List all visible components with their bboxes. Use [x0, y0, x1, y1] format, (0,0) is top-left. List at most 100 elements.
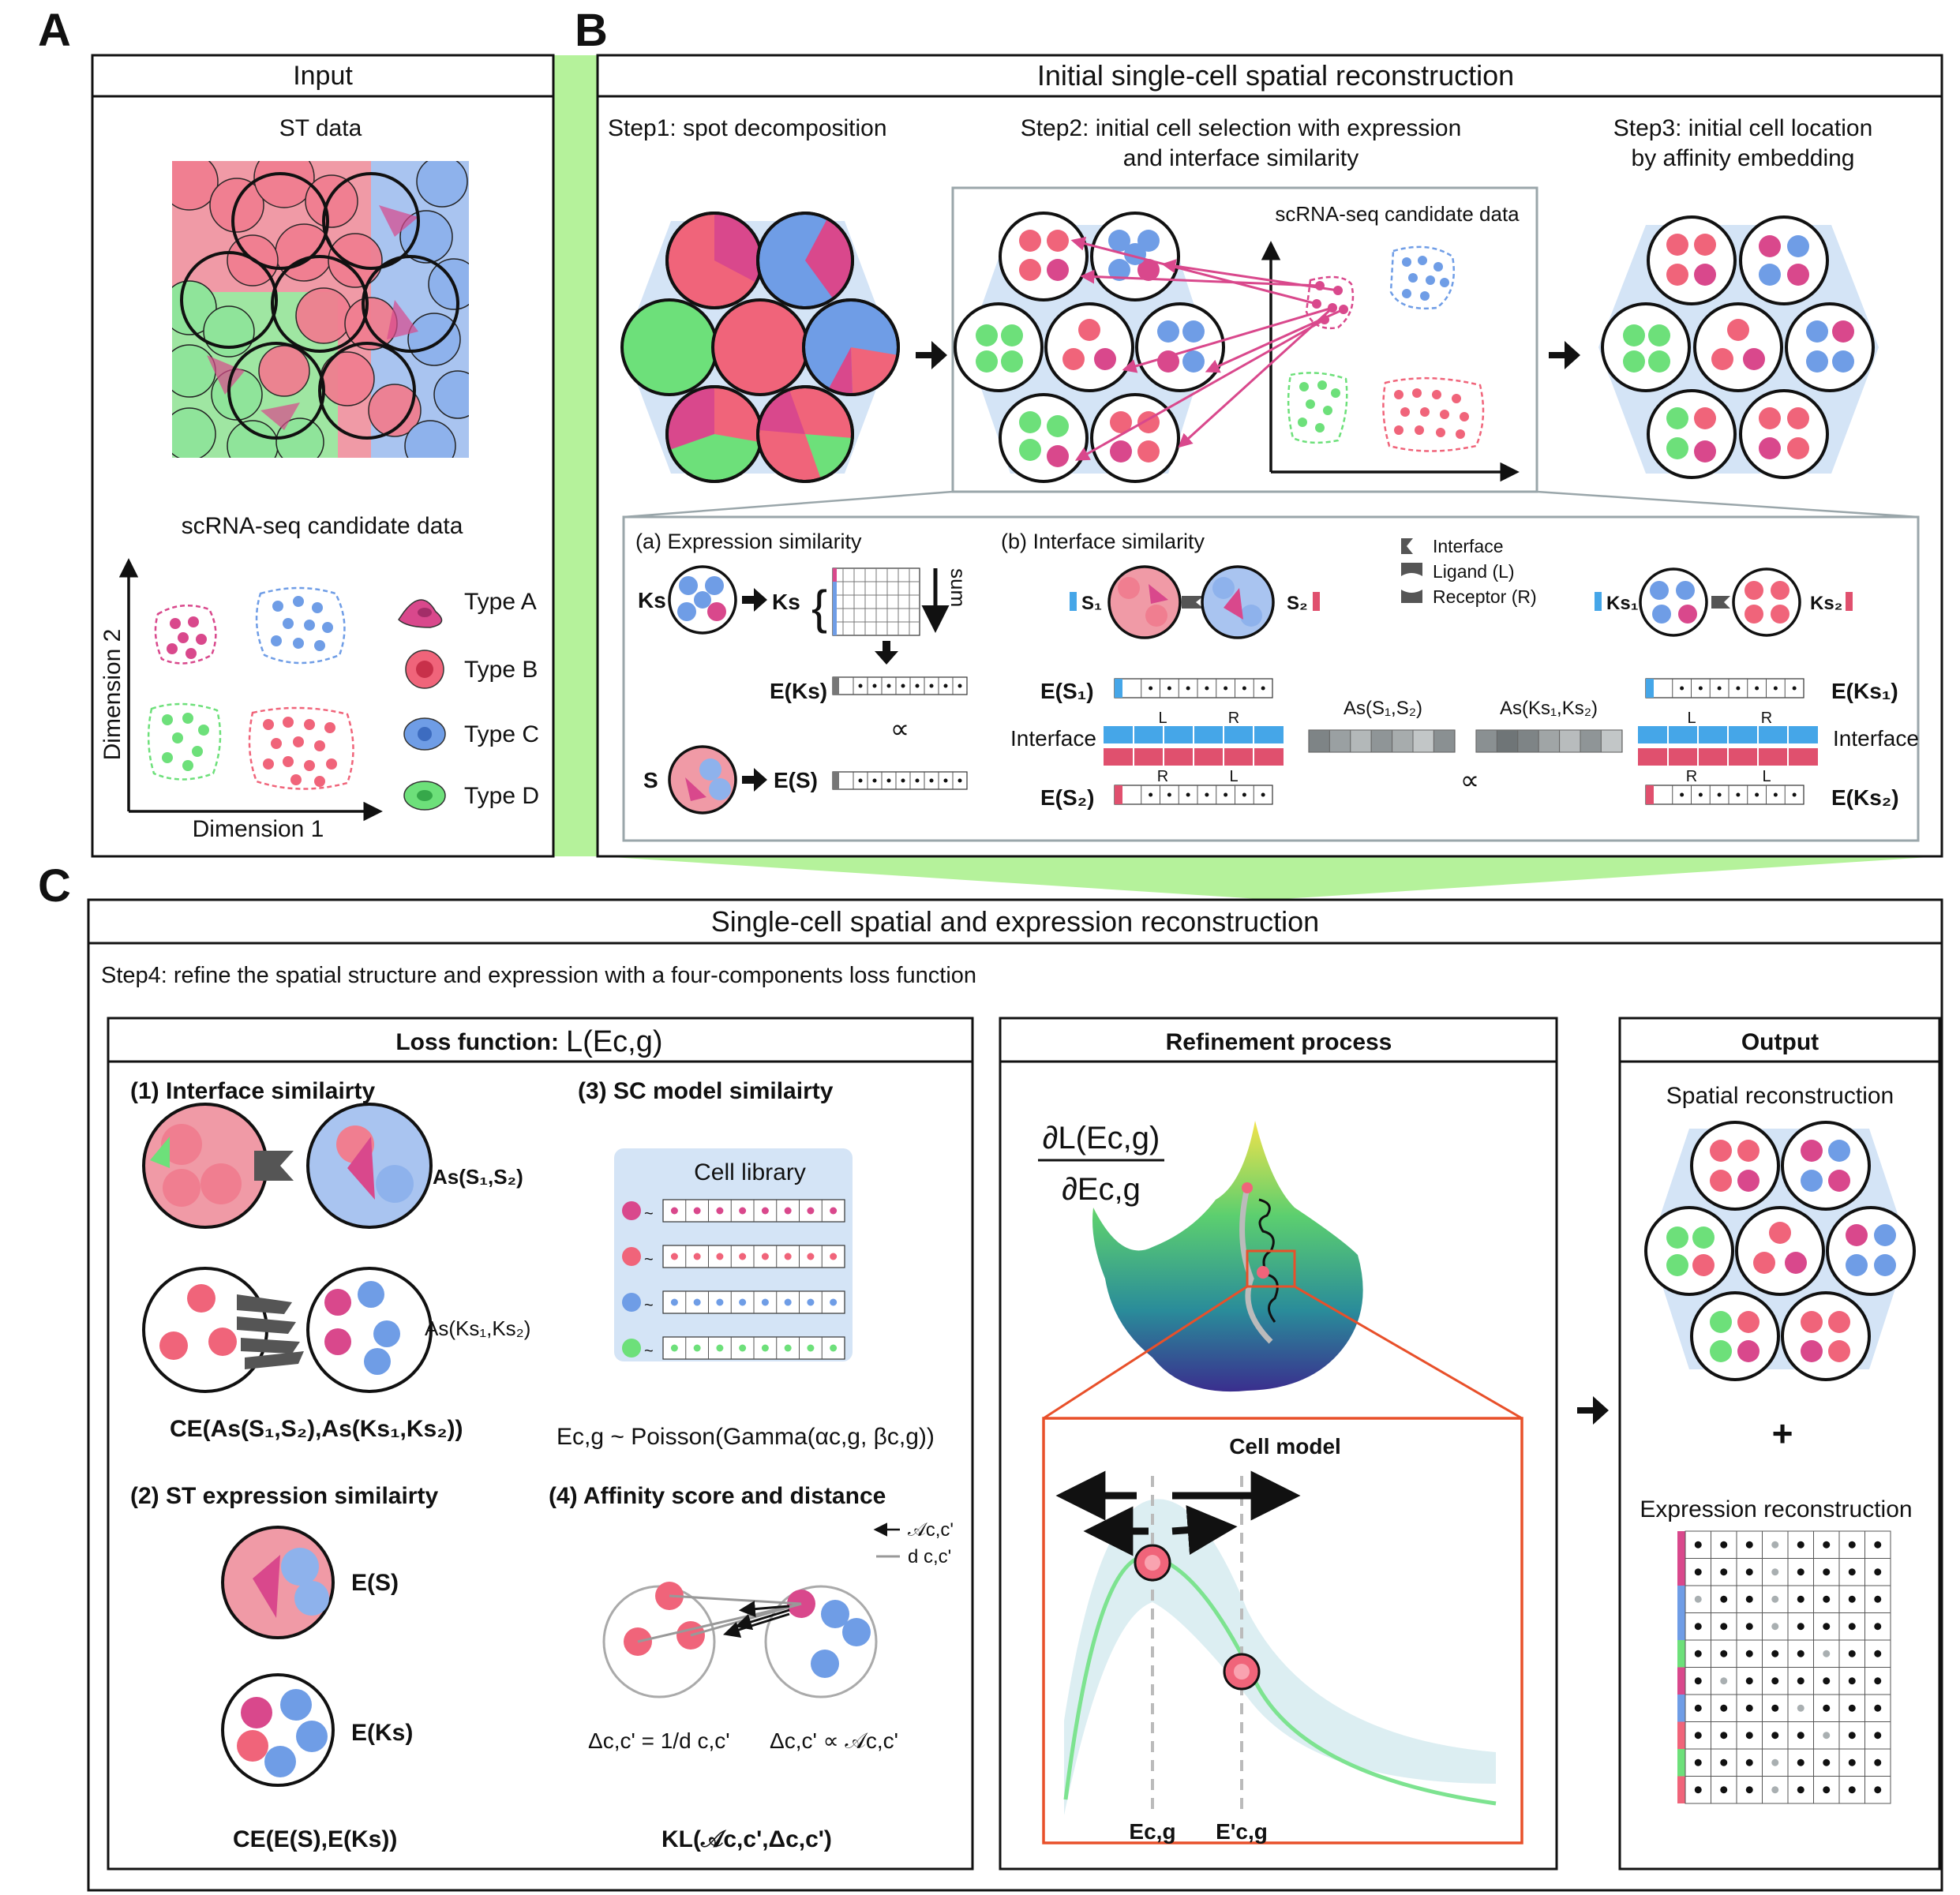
- legend-type-a: Type A: [398, 589, 537, 628]
- panel-b-title: Initial single-cell spatial reconstructi…: [1037, 59, 1514, 92]
- r-label-1: R: [1228, 710, 1239, 727]
- e-ks2-label: E(Ks₂): [1831, 785, 1899, 810]
- expression-similarity-title: (a) Expression similarity: [635, 530, 862, 553]
- legend-type-d: Type D: [403, 781, 539, 811]
- cell-library-title: Cell library: [694, 1159, 806, 1185]
- r-label-3: R: [1761, 710, 1772, 727]
- cluster-type-a: [154, 605, 217, 665]
- c4-legend-d: d c,c': [908, 1546, 951, 1567]
- cluster-type-d: [147, 702, 222, 781]
- st-data-label: ST data: [279, 115, 362, 141]
- library-cell-icon: [622, 1201, 641, 1220]
- svg-text:~: ~: [644, 1297, 654, 1314]
- e-s2-vector: [1114, 785, 1273, 805]
- c2-eks: E(Ks): [351, 1720, 413, 1746]
- arrow-step2-step3: [1549, 341, 1580, 369]
- similarity-box: (a) Expression similarity Ks Ks { sum E(…: [622, 515, 1920, 842]
- e-s2-label: E(S₂): [1040, 785, 1094, 810]
- s-label: S: [643, 768, 658, 792]
- refinement-box: Refinement process ∂L(Ec,g) ∂Ec,g Cell m…: [999, 1017, 1558, 1871]
- r-label-2: R: [1157, 768, 1168, 785]
- zoom-wedge-b-c: [600, 856, 1942, 900]
- c1-formula: CE(As(S₁,S₂),As(Ks₁,Ks₂)): [170, 1416, 463, 1442]
- interface-similarity-title: (b) Interface similarity: [1001, 530, 1205, 553]
- axis-y-label: Dimension 2: [99, 629, 126, 761]
- e-ks-label: E(Ks): [770, 679, 827, 703]
- panel-b: Initial single-cell spatial reconstructi…: [596, 54, 1943, 858]
- legend-receptor: Receptor (R): [1433, 586, 1537, 607]
- sc-data-label: scRNA-seq candidate data: [182, 513, 463, 539]
- st-data-image: [172, 161, 469, 458]
- candidate-data-label: scRNA-seq candidate data: [1275, 202, 1520, 226]
- l-label-3: L: [1687, 710, 1696, 727]
- sum-label: sum: [946, 568, 970, 607]
- e-s1-label: E(S₁): [1040, 679, 1094, 703]
- svg-text:~: ~: [644, 1205, 654, 1223]
- c2-es: E(S): [351, 1570, 399, 1596]
- expression-row-color: [1677, 1531, 1685, 1559]
- arrow-to-output: [1577, 1396, 1609, 1425]
- proportional-a: ∝: [890, 714, 909, 744]
- s2-label: S₂: [1287, 593, 1308, 614]
- step3-label-2: by affinity embedding: [1632, 145, 1855, 171]
- svg-text:~: ~: [644, 1343, 654, 1360]
- c3-title: (3) SC model similairty: [578, 1078, 834, 1104]
- expression-matrix: [1677, 1530, 1891, 1804]
- loss-surface: [1092, 1121, 1363, 1392]
- cluster-type-b: [248, 706, 354, 790]
- expression-row-color: [1677, 1558, 1685, 1586]
- panel-a-title: Input: [293, 61, 353, 91]
- panel-letter-b: B: [575, 5, 608, 56]
- svg-text:{: {: [811, 581, 827, 634]
- c4-eq2: Δc,c' ∝ 𝒜c,c': [770, 1728, 898, 1753]
- interface-label-right: Interface: [1833, 726, 1919, 751]
- e-s-vector: [832, 771, 968, 790]
- e-s1-vector: [1114, 678, 1273, 698]
- e-ks1-vector: [1645, 678, 1804, 698]
- c2-title: (2) ST expression similairty: [130, 1483, 438, 1509]
- interface-shape-1: [254, 1151, 294, 1181]
- descent-path: [1239, 1187, 1273, 1344]
- as-ks-label: As(Ks₁,Ks₂): [1500, 698, 1598, 719]
- loss-title: Loss function:: [395, 1029, 559, 1055]
- s1-label: S₁: [1081, 593, 1102, 614]
- cluster-type-c: [255, 586, 346, 665]
- step1-label: Step1: spot decomposition: [608, 115, 887, 141]
- svg-text:Type D: Type D: [464, 783, 539, 809]
- step2-box: scRNA-seq candidate data: [951, 186, 1538, 493]
- step2-label-2: and interface similarity: [1123, 145, 1359, 171]
- c1-title: (1) Interface similairty: [130, 1078, 375, 1104]
- library-cell-icon: [622, 1293, 641, 1312]
- legend-ligand: Ligand (L): [1433, 561, 1515, 582]
- interface-shapes-2: [237, 1294, 304, 1369]
- expression-row-color: [1677, 1612, 1685, 1640]
- step2-label-1: Step2: initial cell selection with expre…: [1021, 115, 1462, 141]
- output-box: Output Spatial reconstruction + Expressi…: [1618, 1017, 1941, 1871]
- panel-c-title: Single-cell spatial and expression recon…: [711, 905, 1319, 938]
- ks1-label: Ks₁: [1606, 593, 1639, 614]
- legend-type-b: Type B: [405, 650, 538, 689]
- c1-as-ks: As(Ks₁,Ks₂): [425, 1316, 530, 1340]
- zoom-frame-small: [1246, 1249, 1296, 1288]
- loss-title-formula: L(Ec,g): [566, 1025, 662, 1058]
- refine-title: Refinement process: [1166, 1029, 1392, 1055]
- initial-location-hex: [1598, 215, 1879, 479]
- x-label-ecg: Ec,g: [1129, 1819, 1175, 1844]
- ks2-label: Ks₂: [1810, 593, 1842, 614]
- svg-text:Type C: Type C: [464, 721, 539, 747]
- l-label-1: L: [1158, 710, 1167, 727]
- loss-function-box: Loss function: L(Ec,g) (1) Interface sim…: [107, 1017, 974, 1871]
- legend-interface: Interface: [1433, 536, 1504, 556]
- step3-label-1: Step3: initial cell location: [1613, 115, 1873, 141]
- c2-formula: CE(E(S),E(Ks)): [233, 1826, 397, 1852]
- panel-letter-a: A: [38, 5, 71, 56]
- as-s-label: As(S₁,S₂): [1344, 698, 1422, 719]
- distribution-curve: [1063, 1554, 1497, 1806]
- e-ks1-label: E(Ks₁): [1831, 679, 1898, 703]
- svg-text:~: ~: [644, 1251, 654, 1268]
- arrow-step1-step2: [916, 341, 947, 369]
- x-label-ecg-prime: E'c,g: [1216, 1819, 1268, 1844]
- l-label-4: L: [1762, 768, 1771, 785]
- c4-legend-a: 𝒜c,c': [908, 1519, 954, 1541]
